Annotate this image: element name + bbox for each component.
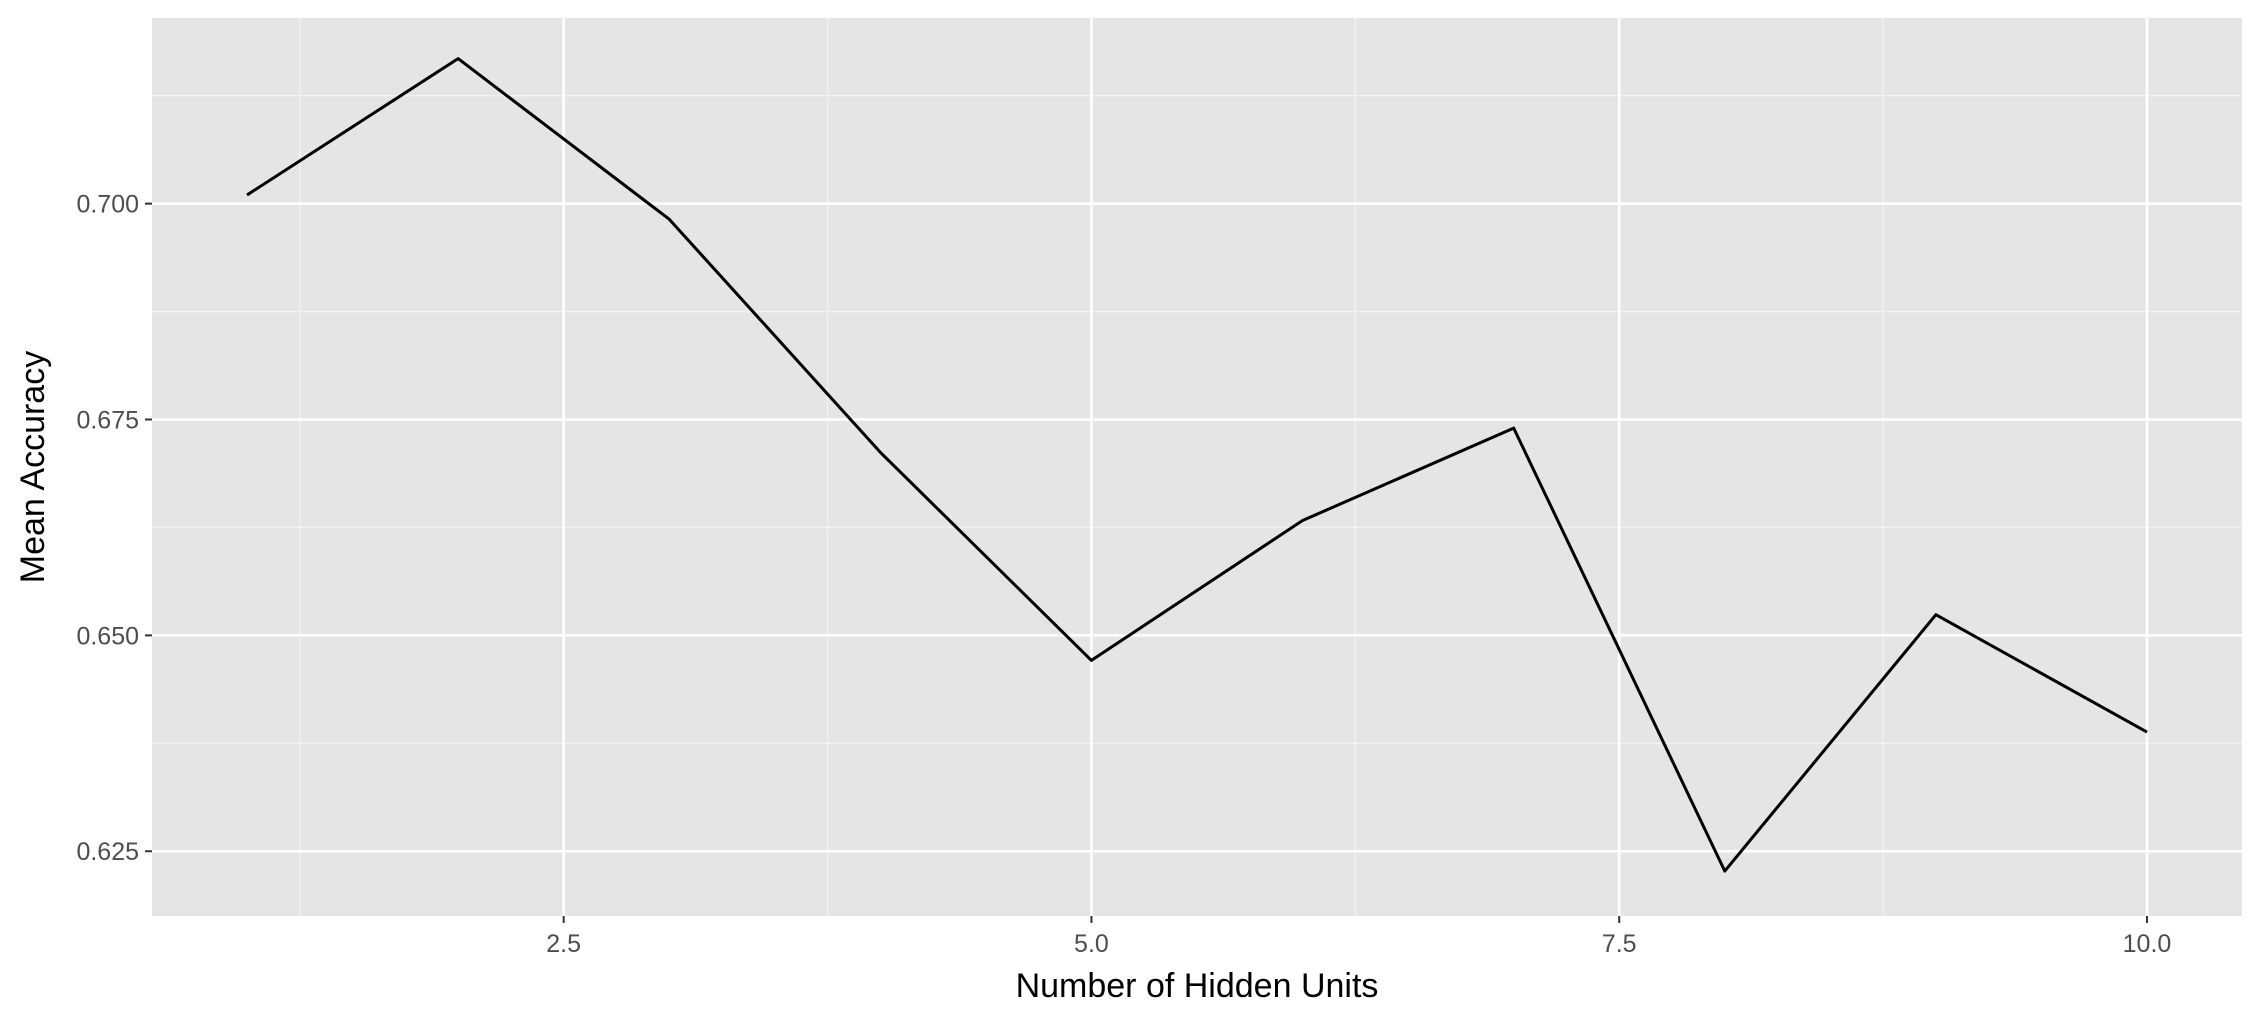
x-tick-label: 2.5: [546, 930, 581, 958]
x-axis-title: Number of Hidden Units: [1016, 967, 1379, 1005]
y-axis-title: Mean Accuracy: [14, 351, 52, 583]
panel-background: [152, 18, 2242, 916]
x-tick-label: 7.5: [1602, 930, 1637, 958]
y-tick-label: 0.675: [76, 407, 139, 435]
x-tick-label: 5.0: [1074, 930, 1109, 958]
x-tick-label: 10.0: [2123, 930, 2172, 958]
y-axis-ticks: 0.625 0.650 0.675 0.700: [76, 191, 152, 866]
minor-gridlines: [152, 18, 2242, 916]
y-tick-label: 0.650: [76, 622, 139, 650]
series-line: [246, 57, 2148, 873]
major-gridlines: [152, 18, 2242, 916]
x-axis-ticks: 2.5 5.0 7.5 10.0: [546, 916, 2171, 958]
y-tick-label: 0.700: [76, 191, 139, 219]
y-tick-label: 0.625: [76, 838, 139, 866]
